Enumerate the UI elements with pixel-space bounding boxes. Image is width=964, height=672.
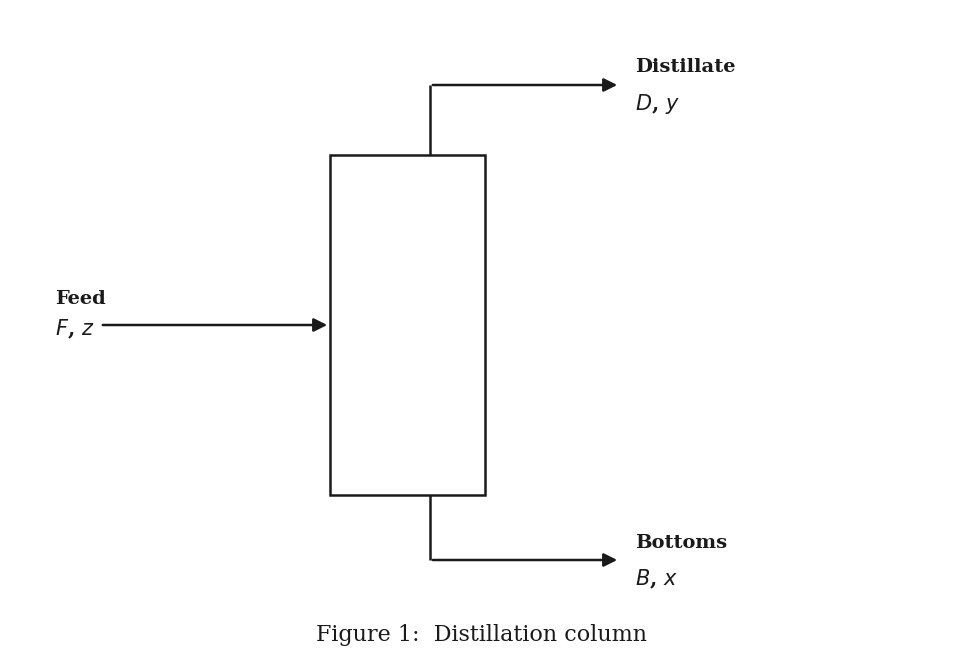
Text: Feed: Feed bbox=[55, 290, 106, 308]
Text: Distillate: Distillate bbox=[635, 58, 736, 76]
Text: $\mathit{D}$, $y$: $\mathit{D}$, $y$ bbox=[635, 92, 681, 116]
Text: Figure 1:  Distillation column: Figure 1: Distillation column bbox=[316, 624, 648, 646]
Text: Bottoms: Bottoms bbox=[635, 534, 727, 552]
Text: $\mathit{B}$, $x$: $\mathit{B}$, $x$ bbox=[635, 568, 679, 591]
Text: $\mathit{F}$, $z$: $\mathit{F}$, $z$ bbox=[55, 318, 94, 341]
Bar bbox=[330, 155, 485, 495]
